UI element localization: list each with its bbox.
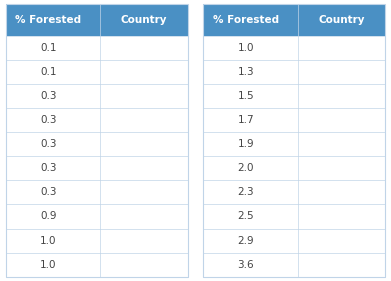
Text: 0.3: 0.3: [40, 139, 57, 149]
Bar: [203, 84, 385, 108]
Bar: [6, 132, 188, 156]
Bar: [203, 4, 385, 36]
Text: 0.3: 0.3: [40, 115, 57, 125]
Text: 1.9: 1.9: [238, 139, 254, 149]
Text: % Forested: % Forested: [213, 15, 279, 25]
Bar: [6, 156, 188, 180]
Bar: [6, 253, 188, 277]
Text: 1.0: 1.0: [40, 235, 57, 246]
Text: 0.1: 0.1: [40, 67, 57, 77]
Text: 2.0: 2.0: [238, 163, 254, 173]
Bar: [203, 108, 385, 132]
Bar: [203, 156, 385, 180]
Text: 1.0: 1.0: [238, 43, 254, 53]
Bar: [6, 180, 188, 204]
Bar: [6, 4, 188, 277]
Bar: [6, 108, 188, 132]
Text: 1.3: 1.3: [238, 67, 254, 77]
Text: 0.1: 0.1: [40, 43, 57, 53]
Bar: [6, 60, 188, 84]
Text: 0.9: 0.9: [40, 212, 57, 221]
Text: 0.3: 0.3: [40, 163, 57, 173]
Bar: [203, 60, 385, 84]
Bar: [6, 4, 188, 36]
Bar: [203, 4, 385, 277]
Text: Country: Country: [318, 15, 365, 25]
Bar: [203, 253, 385, 277]
Text: 1.5: 1.5: [238, 91, 254, 101]
Text: 0.3: 0.3: [40, 187, 57, 197]
Text: 2.9: 2.9: [238, 235, 254, 246]
Text: 0.3: 0.3: [40, 91, 57, 101]
Text: 2.3: 2.3: [238, 187, 254, 197]
Bar: [6, 204, 188, 228]
Text: 1.0: 1.0: [40, 260, 57, 270]
Text: 1.7: 1.7: [238, 115, 254, 125]
Text: 3.6: 3.6: [238, 260, 254, 270]
Bar: [6, 84, 188, 108]
Bar: [6, 36, 188, 60]
Bar: [203, 204, 385, 228]
Text: 2.5: 2.5: [238, 212, 254, 221]
Text: % Forested: % Forested: [15, 15, 81, 25]
Bar: [203, 132, 385, 156]
Bar: [203, 228, 385, 253]
Bar: [203, 36, 385, 60]
Bar: [6, 228, 188, 253]
Bar: [203, 180, 385, 204]
Text: Country: Country: [121, 15, 167, 25]
